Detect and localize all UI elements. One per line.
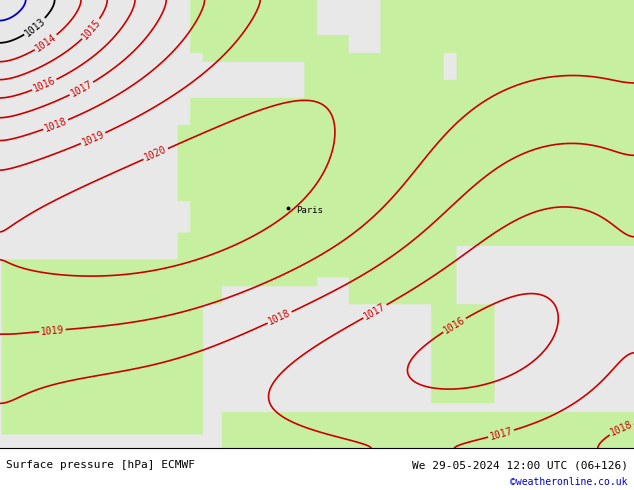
Text: 1019: 1019 — [81, 129, 106, 147]
Text: 1014: 1014 — [34, 32, 58, 53]
Text: 1018: 1018 — [609, 419, 634, 438]
Text: Paris: Paris — [296, 206, 323, 215]
Text: 1020: 1020 — [143, 145, 169, 163]
Text: 1019: 1019 — [41, 325, 65, 337]
Text: 1017: 1017 — [488, 426, 514, 441]
Text: 1013: 1013 — [23, 16, 48, 38]
Text: 1016: 1016 — [442, 315, 467, 336]
Text: 1018: 1018 — [43, 116, 68, 134]
Text: We 29-05-2024 12:00 UTC (06+126): We 29-05-2024 12:00 UTC (06+126) — [411, 460, 628, 470]
Text: Surface pressure [hPa] ECMWF: Surface pressure [hPa] ECMWF — [6, 460, 195, 470]
Text: 1015: 1015 — [80, 17, 103, 41]
Text: 1018: 1018 — [267, 308, 292, 327]
Text: 1017: 1017 — [362, 301, 387, 321]
Text: 1017: 1017 — [68, 79, 94, 99]
Text: ©weatheronline.co.uk: ©weatheronline.co.uk — [510, 477, 628, 487]
Text: 1016: 1016 — [32, 75, 57, 94]
